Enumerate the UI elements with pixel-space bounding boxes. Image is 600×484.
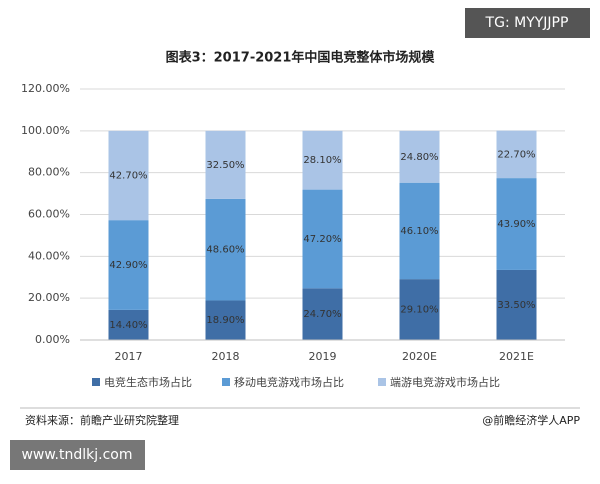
bar-segment xyxy=(302,288,343,340)
y-tick-label: 20.00% xyxy=(28,291,70,304)
x-tick-label: 2017 xyxy=(115,350,143,363)
badge-top: TG: MYYJJPP xyxy=(485,15,569,31)
y-tick-label: 60.00% xyxy=(28,208,70,221)
bar-segment xyxy=(399,182,440,280)
x-tick-label: 2018 xyxy=(212,350,240,363)
bar-segment xyxy=(496,130,537,179)
y-tick-label: 100.00% xyxy=(21,124,70,137)
value-label: 32.50% xyxy=(206,160,244,171)
value-label: 42.90% xyxy=(109,260,147,271)
value-label: 22.70% xyxy=(497,149,535,160)
bar-segment xyxy=(205,300,246,340)
bar-segment xyxy=(302,189,343,289)
bar-segment xyxy=(205,130,246,199)
value-label: 42.70% xyxy=(109,170,147,181)
value-label: 43.90% xyxy=(497,219,535,230)
bar-segment xyxy=(496,269,537,340)
bar-segment xyxy=(302,130,343,190)
bar-segment xyxy=(496,178,537,270)
legend-swatch xyxy=(378,378,386,386)
value-label: 14.40% xyxy=(109,320,147,331)
y-tick-label: 40.00% xyxy=(28,249,70,262)
value-label: 24.70% xyxy=(303,309,341,320)
value-label: 33.50% xyxy=(497,300,535,311)
bar-segment xyxy=(399,279,440,340)
value-label: 18.90% xyxy=(206,315,244,326)
legend-swatch xyxy=(92,378,100,386)
bar-segment xyxy=(108,220,149,310)
y-tick-label: 120.00% xyxy=(21,82,70,95)
value-label: 24.80% xyxy=(400,152,438,163)
bar-segment xyxy=(205,198,246,301)
source: 资料来源：前瞻产业研究院整理 xyxy=(25,413,179,427)
value-label: 47.20% xyxy=(303,234,341,245)
legend-label: 端游电竞游戏市场占比 xyxy=(390,375,500,389)
value-label: 28.10% xyxy=(303,155,341,166)
badge-bottom-box xyxy=(10,440,145,470)
legend-swatch xyxy=(222,378,230,386)
y-tick-label: 80.00% xyxy=(28,166,70,179)
value-label: 48.60% xyxy=(206,245,244,256)
x-tick-label: 2020E xyxy=(402,350,437,363)
x-tick-label: 2021E xyxy=(499,350,534,363)
badge-top-box xyxy=(465,8,590,38)
chart-title: 图表3：2017-2021年中国电竞整体市场规模 xyxy=(166,50,436,66)
legend-label: 电竞生态市场占比 xyxy=(104,375,192,389)
bar-segment xyxy=(108,130,149,221)
y-tick-label: 0.00% xyxy=(35,333,70,346)
legend-label: 移动电竞游戏市场占比 xyxy=(234,375,344,389)
x-tick-label: 2019 xyxy=(309,350,337,363)
value-label: 46.10% xyxy=(400,226,438,237)
value-label: 29.10% xyxy=(400,305,438,316)
credit: @前瞻经济学人APP xyxy=(482,413,580,427)
bar-segment xyxy=(108,309,149,340)
bar-segment xyxy=(399,130,440,183)
badge-bottom: www.tndlkj.com xyxy=(21,447,132,463)
